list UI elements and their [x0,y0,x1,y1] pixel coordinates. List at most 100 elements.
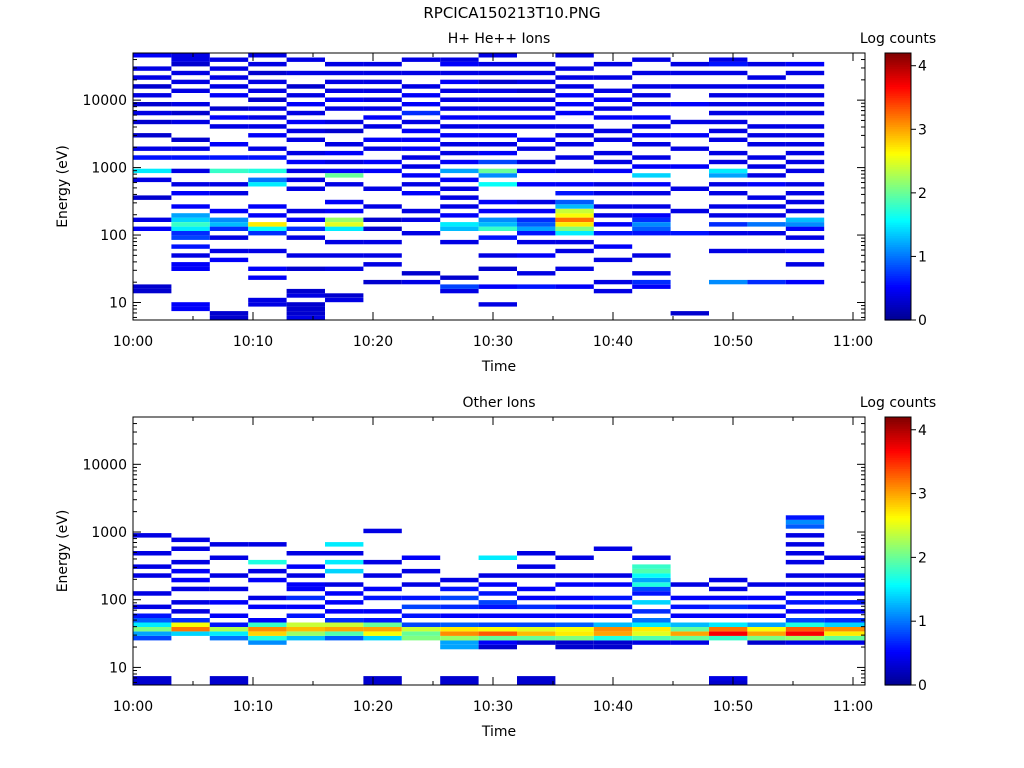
colorbar-segment [885,284,911,288]
heatmap-cell [593,88,633,93]
colorbar-segment [885,546,911,550]
heatmap-cell [171,622,210,627]
heatmap-cell [555,102,594,107]
heatmap-cell [248,297,287,303]
heatmap-cell [363,239,402,245]
heatmap-cell [171,302,210,307]
heatmap-cell [517,79,556,85]
heatmap-cell [209,182,249,187]
heatmap-cell [632,226,671,231]
heatmap-cell [401,595,441,601]
heatmap-cell [133,168,172,174]
heatmap-cell [171,70,210,76]
colorbar-segment [885,253,911,257]
heatmap-cell [286,266,325,271]
heatmap-cell [478,168,517,174]
heatmap-cell [593,631,633,636]
colorbar-segment [885,259,911,263]
heatmap-cell [171,231,210,236]
heatmap-cell [171,577,210,583]
colorbar-segment [885,99,911,103]
heatmap-cell [709,586,748,592]
heatmap-cell [824,626,865,632]
y-axis-label: Energy (eV) [55,145,71,228]
heatmap-cell [440,133,479,138]
heatmap-cell [709,57,748,62]
heatmap-cell [478,222,517,227]
heatmap-cell [325,79,364,85]
heatmap-cell [286,595,325,601]
colorbar-segment [885,673,911,677]
heatmap-cell [363,262,402,267]
heatmap-cell [248,61,287,67]
colorbar-segment [885,277,911,281]
heatmap-cell [632,217,671,222]
heatmap-cell [632,618,671,623]
colorbar-segment [885,466,911,469]
heatmap-cell [133,217,172,222]
heatmap-cell [440,222,479,227]
heatmap-cell [325,609,364,614]
heatmap-cell [747,231,786,236]
colorbar-segment [885,461,911,465]
heatmap-cell [785,222,825,227]
heatmap-cell [517,106,556,111]
heatmap-cell [401,271,441,276]
heatmap-cell [785,551,825,556]
colorbar-segment [885,206,911,210]
colorbar-segment [885,86,911,90]
heatmap-cell [248,275,287,280]
colorbar-segment [885,246,911,250]
heatmap-cell [286,253,325,258]
colorbar-segment [885,515,911,519]
heatmap-cell [709,248,748,254]
colorbar-segment [885,213,911,217]
heatmap-cell [325,600,364,605]
heatmap-cell [632,586,671,592]
heatmap-cell [171,568,210,574]
colorbar-segment [885,568,911,572]
colorbar-segment [885,275,911,279]
heatmap-cell [517,586,556,592]
heatmap-cell [363,635,402,641]
colorbar-segment [885,299,911,303]
heatmap-cell [478,582,517,587]
heatmap-cell [785,124,825,129]
panel-title: H+ He++ Ions [448,31,551,47]
colorbar-segment [885,128,911,132]
colorbar-segment [885,519,911,523]
colorbar-segment [885,97,911,101]
heatmap-cell [248,168,287,174]
heatmap-cell [248,266,287,271]
heatmap-cell [440,631,479,636]
heatmap-cell [478,266,517,271]
heatmap-cell [440,177,479,183]
heatmap-cell [286,110,325,116]
colorbar-segment [885,537,911,541]
colorbar-segment [885,84,911,87]
heatmap-cell [709,595,748,601]
colorbar-segment [885,604,911,608]
heatmap-cell [517,631,556,636]
colorbar-segment [885,244,911,248]
colorbar-segment [885,459,911,463]
colorbar-segment [885,93,911,96]
heatmap-cell [785,102,825,107]
colorbar-segment [885,577,911,581]
heatmap-cell [670,119,709,125]
heatmap-cell [440,204,479,209]
heatmap-cell [133,573,172,578]
colorbar-segment [885,582,911,586]
heatmap-cell [517,613,556,618]
heatmap-cell [593,128,633,134]
heatmap-cell [401,110,441,116]
heatmap-cell [632,84,671,89]
heatmap-cell [670,231,709,236]
heatmap-cell [709,222,748,227]
heatmap-cell [401,191,441,196]
heatmap-cell [209,57,249,62]
heatmap-cell [363,97,402,102]
heatmap-cell [325,106,364,111]
heatmap-cell [133,604,172,610]
heatmap-cell [478,573,517,578]
